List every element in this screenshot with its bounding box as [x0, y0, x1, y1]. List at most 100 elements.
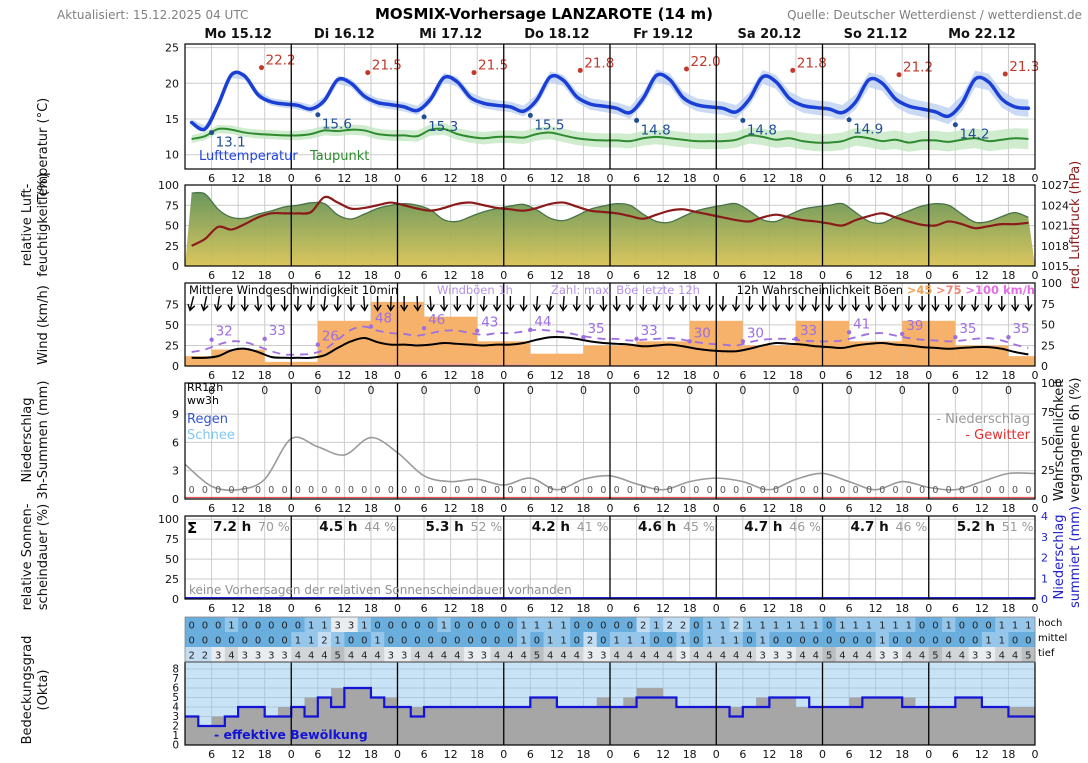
svg-text:1: 1: [720, 636, 726, 647]
svg-text:18: 18: [576, 269, 590, 282]
svg-text:18: 18: [1001, 369, 1015, 382]
svg-text:0: 0: [1025, 636, 1031, 647]
svg-text:0: 0: [375, 485, 381, 496]
svg-text:4: 4: [321, 651, 327, 662]
svg-text:0: 0: [746, 636, 752, 647]
svg-text:12: 12: [231, 602, 245, 615]
svg-text:14.2: 14.2: [959, 127, 989, 143]
svg-text:0: 0: [534, 485, 540, 496]
svg-text:4: 4: [348, 651, 354, 662]
svg-text:Mo 22.12: Mo 22.12: [948, 27, 1016, 42]
svg-text:75: 75: [165, 533, 179, 546]
svg-text:12: 12: [762, 172, 776, 185]
svg-text:0: 0: [587, 621, 593, 632]
svg-text:1: 1: [892, 621, 898, 632]
svg-text:3: 3: [892, 651, 898, 662]
svg-text:50: 50: [165, 220, 179, 233]
svg-text:7.2 h: 7.2 h: [213, 519, 251, 535]
svg-text:18: 18: [1001, 269, 1015, 282]
svg-text:3: 3: [172, 465, 179, 478]
svg-text:0: 0: [242, 621, 248, 632]
svg-text:0: 0: [500, 748, 507, 761]
svg-text:25: 25: [165, 339, 179, 352]
svg-text:0: 0: [925, 602, 932, 615]
svg-text:22.0: 22.0: [691, 54, 721, 70]
svg-text:0: 0: [1032, 172, 1039, 185]
svg-text:70 %: 70 %: [258, 519, 290, 534]
svg-text:0: 0: [600, 485, 606, 496]
svg-text:1: 1: [308, 621, 314, 632]
svg-text:3: 3: [467, 651, 473, 662]
svg-text:0: 0: [707, 485, 713, 496]
svg-text:0: 0: [786, 636, 792, 647]
svg-text:0: 0: [693, 621, 699, 632]
svg-text:4: 4: [706, 651, 712, 662]
svg-text:0: 0: [899, 384, 906, 397]
svg-text:4: 4: [733, 651, 739, 662]
svg-text:30: 30: [694, 325, 711, 341]
svg-text:0: 0: [853, 485, 859, 496]
svg-text:6: 6: [421, 502, 428, 515]
svg-text:4: 4: [839, 651, 845, 662]
svg-text:1: 1: [999, 636, 1005, 647]
svg-text:0: 0: [374, 621, 380, 632]
svg-text:Di 16.12: Di 16.12: [314, 27, 375, 42]
svg-text:35: 35: [959, 321, 976, 337]
svg-text:4: 4: [627, 651, 633, 662]
svg-text:18: 18: [364, 369, 378, 382]
svg-text:46 %: 46 %: [789, 519, 821, 534]
svg-text:4: 4: [494, 651, 500, 662]
svg-text:12: 12: [231, 269, 245, 282]
svg-text:6: 6: [208, 269, 215, 282]
svg-text:12: 12: [656, 748, 670, 761]
svg-text:35: 35: [587, 321, 604, 337]
svg-text:18: 18: [258, 269, 272, 282]
svg-text:18: 18: [364, 172, 378, 185]
svg-text:0: 0: [295, 621, 301, 632]
svg-text:0: 0: [760, 485, 766, 496]
svg-text:4.5 h: 4.5 h: [319, 519, 357, 535]
svg-text:18: 18: [258, 502, 272, 515]
svg-text:4: 4: [507, 651, 513, 662]
svg-text:0: 0: [959, 621, 965, 632]
svg-text:3: 3: [985, 651, 991, 662]
svg-text:0: 0: [713, 502, 720, 515]
svg-text:6: 6: [846, 502, 853, 515]
svg-text:0: 0: [925, 748, 932, 761]
svg-text:6: 6: [633, 748, 640, 761]
svg-text:1: 1: [560, 621, 566, 632]
svg-text:33: 33: [800, 323, 817, 339]
svg-text:0: 0: [494, 485, 500, 496]
svg-text:1: 1: [361, 621, 367, 632]
svg-text:33: 33: [269, 323, 286, 339]
svg-text:12: 12: [975, 369, 989, 382]
svg-text:4: 4: [428, 651, 434, 662]
svg-text:12: 12: [869, 602, 883, 615]
svg-text:15.3: 15.3: [428, 119, 458, 135]
svg-text:0: 0: [255, 621, 261, 632]
svg-text:Temperatur (°C): Temperatur (°C): [36, 98, 51, 204]
svg-text:4: 4: [919, 651, 925, 662]
svg-text:12: 12: [869, 269, 883, 282]
svg-text:12: 12: [656, 172, 670, 185]
svg-text:1: 1: [720, 621, 726, 632]
svg-text:4: 4: [454, 651, 460, 662]
svg-text:1027: 1027: [1041, 179, 1069, 192]
svg-text:12: 12: [975, 602, 989, 615]
svg-text:3: 3: [879, 651, 885, 662]
svg-text:0: 0: [1012, 636, 1018, 647]
svg-text:18: 18: [895, 602, 909, 615]
svg-text:0: 0: [686, 384, 693, 397]
svg-text:0: 0: [653, 485, 659, 496]
svg-text:18: 18: [895, 502, 909, 515]
svg-text:4: 4: [228, 651, 234, 662]
svg-text:6: 6: [952, 602, 959, 615]
svg-text:18: 18: [258, 602, 272, 615]
svg-text:0: 0: [428, 485, 434, 496]
svg-text:50: 50: [1041, 435, 1055, 448]
svg-text:1: 1: [335, 636, 341, 647]
svg-text:12: 12: [656, 502, 670, 515]
svg-text:46 %: 46 %: [896, 519, 928, 534]
svg-text:6: 6: [421, 369, 428, 382]
svg-text:6: 6: [421, 602, 428, 615]
